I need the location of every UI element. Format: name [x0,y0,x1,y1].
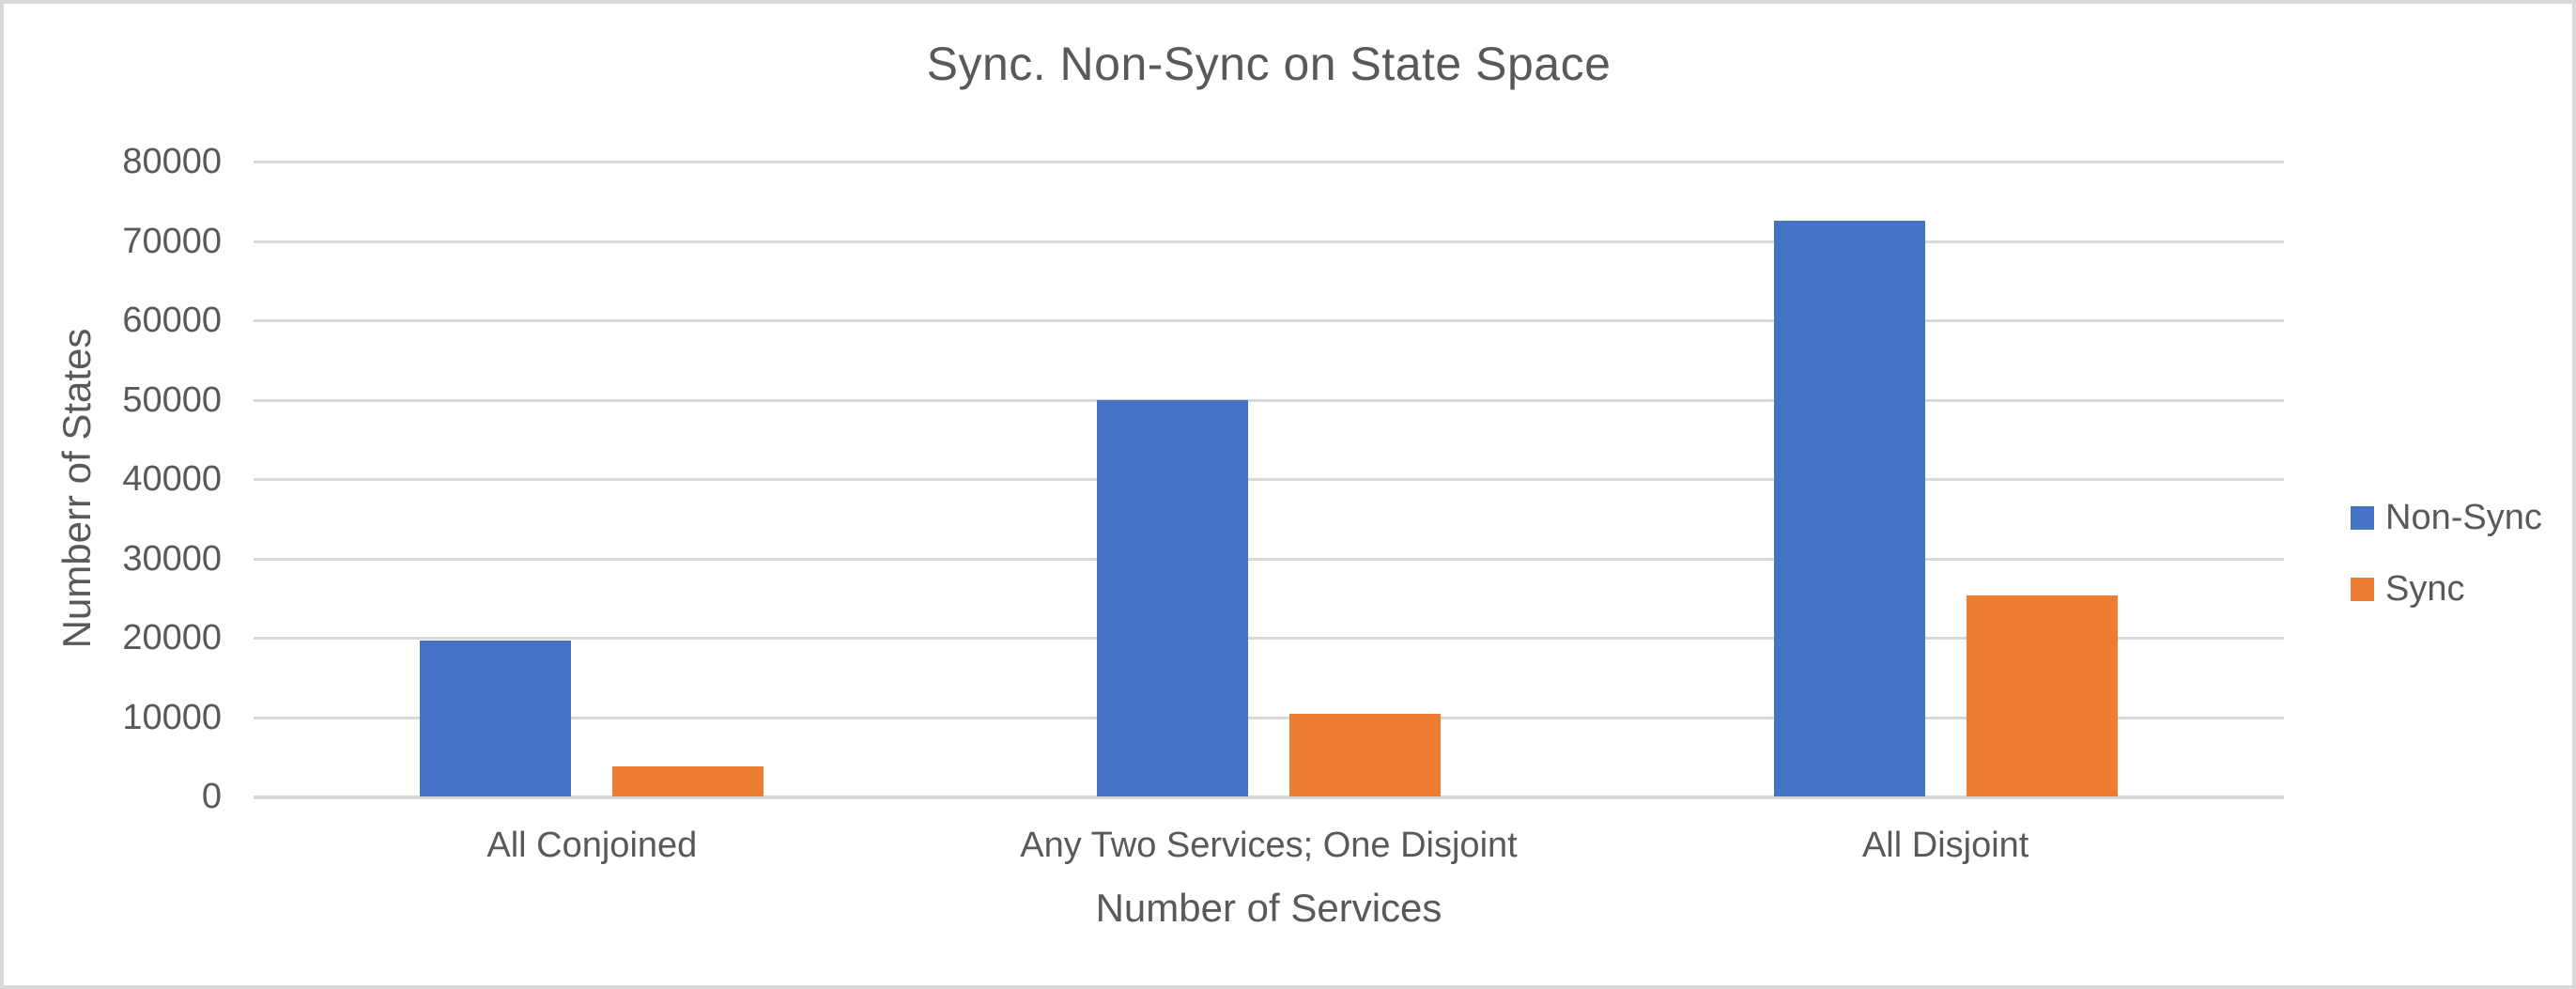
y-tick-label: 30000 [122,538,222,579]
gridline [254,478,2284,481]
bar-non-sync-all-conjoined [420,640,572,796]
bar-sync-all-conjoined [612,765,764,796]
x-tick-label-any-two-services-one-disjoint: Any Two Services; One Disjoint [1020,826,1518,865]
bar-sync-all-disjoint [1966,595,2118,796]
bar-non-sync-all-disjoint [1773,220,1925,796]
legend: Non-Sync Sync [2351,496,2542,639]
gridline [254,716,2284,719]
x-tick-label-all-disjoint: All Disjoint [1861,826,2029,865]
gridline [254,398,2284,402]
y-tick-label: 20000 [122,618,222,657]
bar-non-sync-any-two-services-one-disjoint [1097,399,1248,796]
gridline [254,161,2284,163]
x-axis-line [254,796,2284,799]
y-tick-label: 80000 [122,142,222,181]
gridline [254,319,2284,322]
y-tick-label: 60000 [122,301,222,340]
chart-title: Sync. Non-Sync on State Space [926,38,1612,90]
legend-swatch-non-sync-icon [2351,505,2374,530]
plot-area [254,161,2284,799]
legend-label-sync: Sync [2385,568,2465,609]
y-tick-label: 10000 [122,697,222,737]
x-tick-label-all-conjoined: All Conjoined [486,826,698,865]
gridline [254,557,2284,561]
y-tick-label: 50000 [122,379,222,420]
y-tick-label: 40000 [122,459,222,499]
legend-item-sync: Sync [2351,567,2542,610]
bar-sync-any-two-services-one-disjoint [1289,714,1441,796]
y-tick-label: 70000 [122,221,222,261]
legend-item-non-sync: Non-Sync [2351,496,2542,539]
legend-label-non-sync: Non-Sync [2385,497,2542,537]
x-axis-title: Number of Services [1095,886,1442,930]
y-tick-label: 0 [201,777,222,816]
gridline [254,240,2284,243]
gridline [254,637,2284,640]
legend-swatch-sync-icon [2351,577,2374,601]
